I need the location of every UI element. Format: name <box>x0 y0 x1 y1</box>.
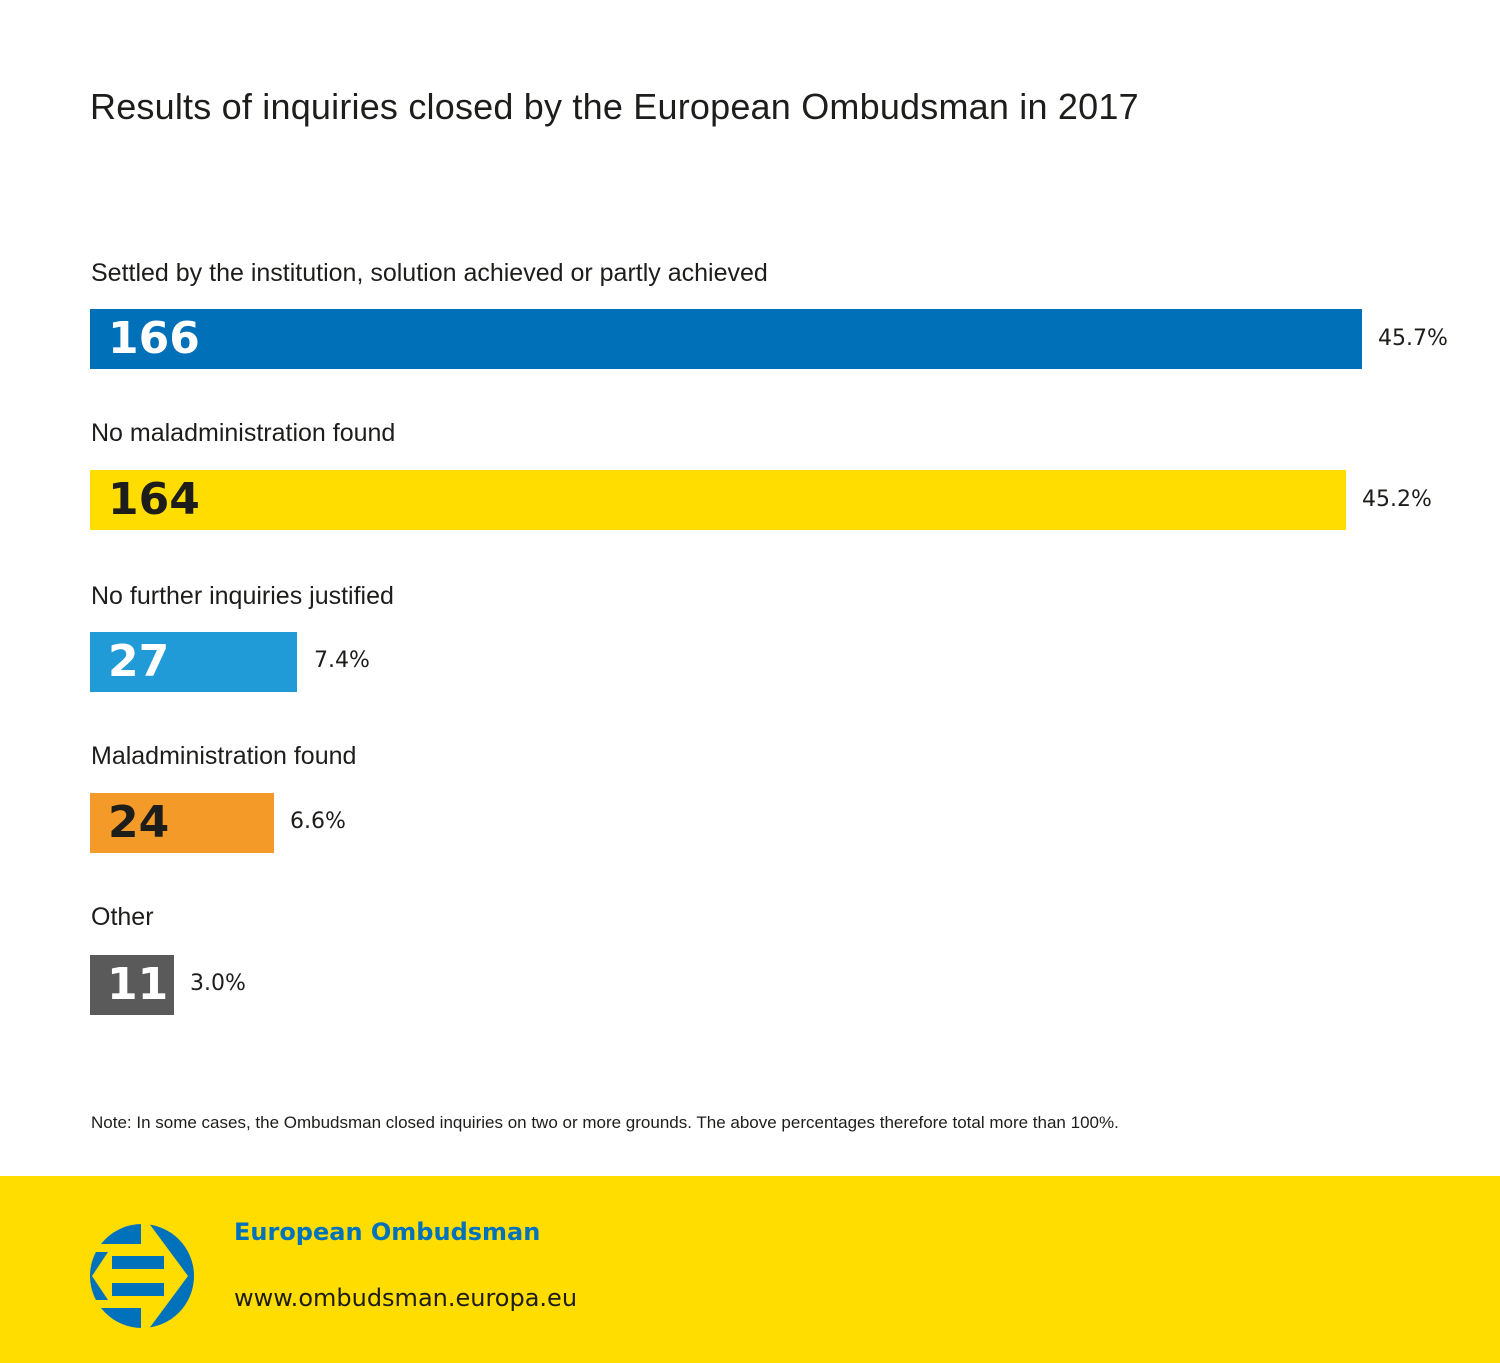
bar-value-maladministration-found: 24 <box>108 797 170 848</box>
percent-settled: 45.7% <box>1378 326 1448 351</box>
footer: European Ombudsman www.ombudsman.europa.… <box>0 1176 1500 1363</box>
bar-no-further-inquiries: 27 <box>90 632 297 692</box>
percent-maladministration-found: 6.6% <box>290 809 346 834</box>
org-name: European Ombudsman <box>234 1218 541 1246</box>
bar-other: 11 <box>90 955 174 1015</box>
percent-other: 3.0% <box>190 971 246 996</box>
bar-value-no-maladministration: 164 <box>108 474 200 525</box>
bar-no-maladministration: 164 <box>90 470 1346 530</box>
org-url[interactable]: www.ombudsman.europa.eu <box>234 1284 578 1312</box>
row-label-maladministration-found: Maladministration found <box>91 742 357 770</box>
row-label-settled: Settled by the institution, solution ach… <box>91 259 768 287</box>
row-label-no-maladministration: No maladministration found <box>91 419 396 447</box>
bar-maladministration-found: 24 <box>90 793 274 853</box>
row-label-no-further-inquiries: No further inquiries justified <box>91 582 394 610</box>
bar-value-other: 11 <box>107 959 169 1010</box>
bar-settled: 166 <box>90 309 1362 369</box>
percent-no-further-inquiries: 7.4% <box>314 648 370 673</box>
bar-value-settled: 166 <box>108 313 200 364</box>
row-label-other: Other <box>91 903 154 931</box>
percent-no-maladministration: 45.2% <box>1362 487 1432 512</box>
bar-value-no-further-inquiries: 27 <box>108 636 170 687</box>
footnote: Note: In some cases, the Ombudsman close… <box>91 1113 1119 1132</box>
chart-title: Results of inquiries closed by the Europ… <box>90 86 1139 127</box>
european-ombudsman-logo-icon <box>90 1224 194 1328</box>
